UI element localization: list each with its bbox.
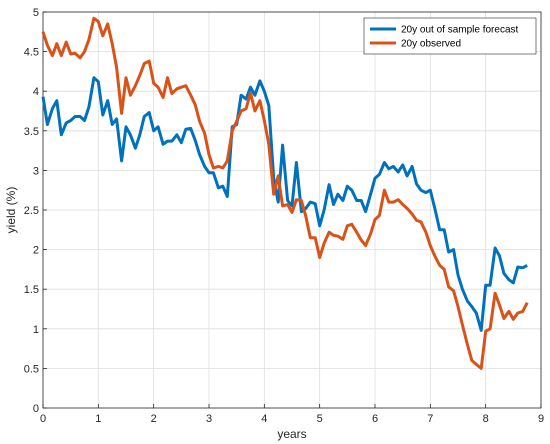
y-axis-label: yield (%) xyxy=(4,187,18,234)
x-tick-label: 5 xyxy=(317,413,323,425)
y-tick-label: 3 xyxy=(33,165,39,177)
y-tick-label: 4 xyxy=(33,86,39,98)
y-tick-label: 3.5 xyxy=(24,126,39,138)
x-tick-label: 1 xyxy=(95,413,101,425)
series-line-forecast xyxy=(41,76,528,332)
y-tick-label: 1 xyxy=(33,324,39,336)
y-tick-label: 5 xyxy=(33,7,39,19)
legend-box xyxy=(363,17,537,55)
y-tick-label: 4.5 xyxy=(24,47,39,59)
y-tick-label: 2.5 xyxy=(24,205,39,217)
x-tick-label: 0 xyxy=(40,413,46,425)
x-tick-label: 2 xyxy=(151,413,157,425)
legend: 20y out of sample forecast 20y observed xyxy=(363,17,537,55)
y-tick-label: 2 xyxy=(33,245,39,257)
y-tick-label: 0 xyxy=(33,403,39,415)
x-tick-label: 6 xyxy=(372,413,378,425)
y-tick-label: 0.5 xyxy=(24,363,39,375)
series-line-observed xyxy=(41,16,529,370)
legend-label: 20y out of sample forecast xyxy=(401,25,519,36)
x-tick-label: 4 xyxy=(261,413,267,425)
x-tick-label: 9 xyxy=(538,413,544,425)
x-axis-label: years xyxy=(277,427,306,441)
x-tick-label: 3 xyxy=(206,413,212,425)
y-axis-ticks: 0 0.5 1 1.5 2 2.5 3 3.5 4 4.5 5 xyxy=(24,7,47,415)
x-tick-label: 8 xyxy=(483,413,489,425)
legend-label: 20y observed xyxy=(401,39,461,50)
x-tick-label: 7 xyxy=(427,413,433,425)
y-tick-label: 1.5 xyxy=(24,284,39,296)
series-layer xyxy=(41,16,529,370)
x-axis-ticks: 0 1 2 3 4 5 6 7 8 9 xyxy=(40,404,544,425)
